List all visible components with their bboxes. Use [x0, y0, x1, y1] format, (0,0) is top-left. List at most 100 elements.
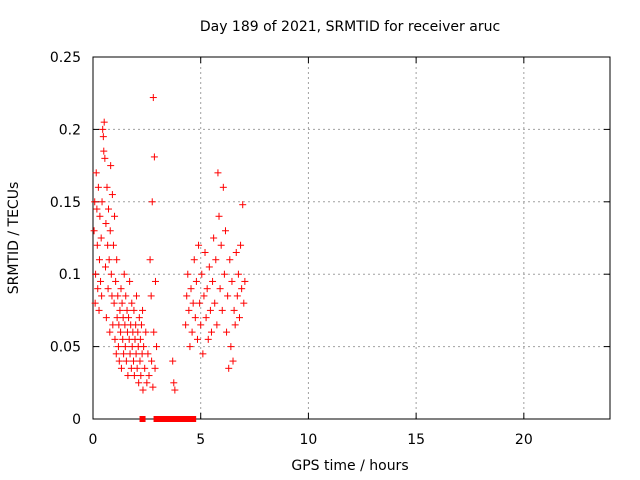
data-points [90, 94, 249, 422]
data-point [122, 357, 130, 365]
data-point [191, 314, 199, 322]
data-point-zero [190, 416, 197, 422]
data-point [147, 292, 155, 300]
data-point [99, 133, 107, 141]
data-point [117, 364, 125, 372]
data-point [106, 328, 114, 336]
y-tick-label: 0.2 [59, 122, 81, 138]
data-point [119, 335, 127, 343]
data-point [229, 357, 237, 365]
data-point [105, 205, 113, 213]
data-point [144, 350, 152, 358]
data-point [116, 306, 124, 314]
data-point [126, 350, 134, 358]
data-point [148, 198, 156, 206]
data-point [117, 328, 125, 336]
x-axis-label: GPS time / hours [291, 458, 408, 474]
data-point [114, 292, 122, 300]
x-tick-label: 0 [89, 432, 98, 448]
data-point [106, 227, 114, 235]
data-point [169, 357, 177, 365]
data-point [128, 343, 136, 351]
data-point [115, 357, 123, 365]
data-point [185, 306, 193, 314]
data-point [184, 270, 192, 278]
data-point [201, 248, 209, 256]
data-point [221, 227, 229, 235]
data-point [141, 364, 149, 372]
grid-lines [93, 57, 610, 419]
data-point [239, 201, 247, 209]
data-point [133, 292, 141, 300]
data-point [97, 234, 105, 242]
data-point [187, 285, 195, 293]
data-point [237, 241, 245, 249]
data-point [218, 306, 226, 314]
data-point [188, 328, 196, 336]
data-point [124, 372, 132, 380]
data-point [206, 306, 214, 314]
data-point [133, 364, 141, 372]
data-point [220, 270, 228, 278]
data-point [192, 277, 200, 285]
data-point [95, 256, 103, 264]
data-point [134, 328, 142, 336]
data-point [149, 383, 157, 391]
data-point [189, 299, 197, 307]
data-point [240, 299, 248, 307]
data-point [150, 153, 158, 161]
data-point [105, 256, 113, 264]
data-point [149, 94, 157, 102]
data-point [231, 321, 239, 329]
data-point [148, 357, 156, 365]
data-point [142, 328, 150, 336]
data-point [224, 292, 232, 300]
data-point [226, 256, 234, 264]
data-point [200, 292, 208, 300]
data-point [132, 350, 140, 358]
data-point [136, 335, 144, 343]
data-point [217, 241, 225, 249]
y-tick-label: 0.25 [50, 50, 81, 66]
data-point [102, 220, 110, 228]
data-point [94, 285, 102, 293]
data-point [135, 314, 143, 322]
data-point [130, 306, 138, 314]
data-point [99, 125, 107, 133]
data-point [171, 386, 179, 394]
data-point [227, 343, 235, 351]
data-point [93, 205, 101, 213]
data-point [182, 321, 190, 329]
data-point [90, 227, 98, 235]
data-point [209, 277, 217, 285]
data-point [153, 343, 161, 351]
data-point [112, 350, 120, 358]
y-axis-label: SRMTID / TECUs [6, 182, 22, 295]
data-point [112, 277, 120, 285]
data-point [170, 379, 178, 387]
data-point [113, 256, 121, 264]
data-point [122, 292, 130, 300]
data-point [139, 386, 147, 394]
data-point [197, 321, 205, 329]
data-point [96, 212, 104, 220]
data-point [204, 335, 212, 343]
chart-title: Day 189 of 2021, SRMTID for receiver aru… [200, 19, 500, 35]
data-point [210, 234, 218, 242]
data-point [94, 183, 102, 191]
data-point [115, 321, 123, 329]
data-point [97, 277, 105, 285]
data-point [202, 314, 210, 322]
data-point [214, 169, 222, 177]
data-point [126, 277, 134, 285]
data-point [233, 292, 241, 300]
data-point [123, 306, 131, 314]
data-point [136, 357, 144, 365]
data-point [235, 314, 243, 322]
data-point [183, 292, 191, 300]
y-tick-label: 0.15 [50, 195, 81, 211]
data-point [107, 162, 115, 170]
data-point [150, 328, 158, 336]
data-point [232, 248, 240, 256]
data-point [145, 372, 153, 380]
